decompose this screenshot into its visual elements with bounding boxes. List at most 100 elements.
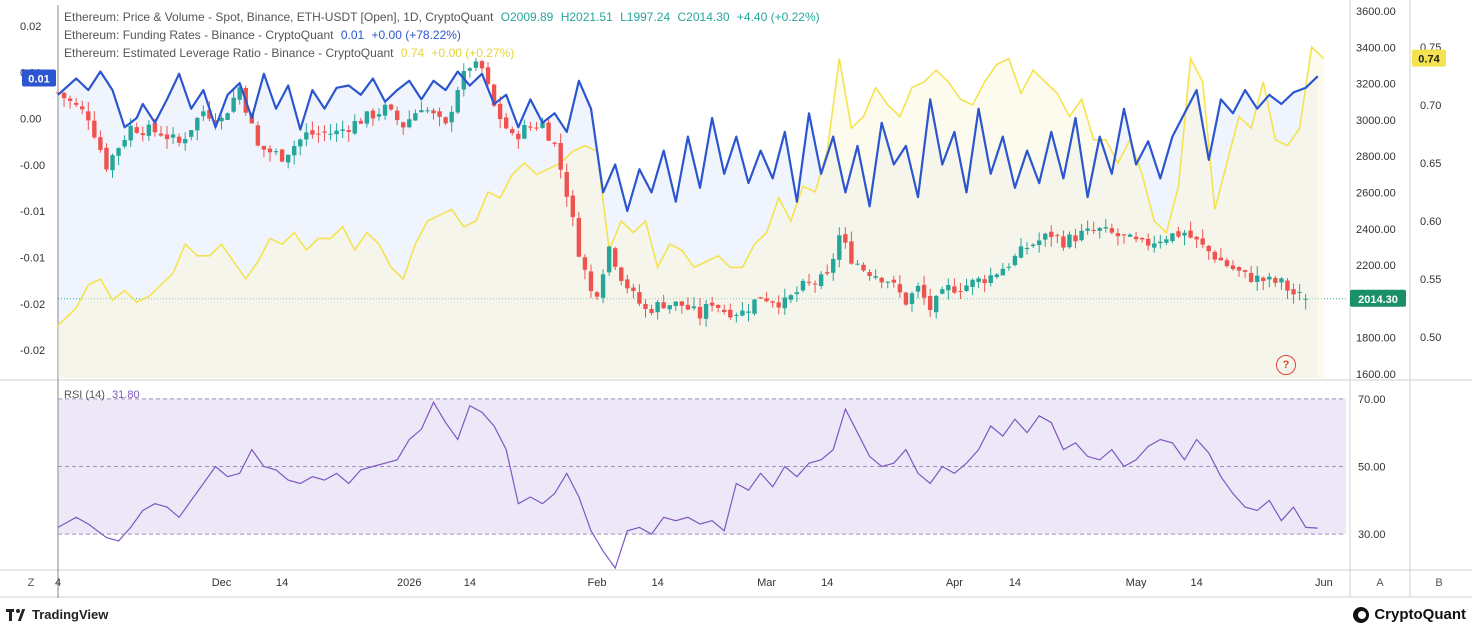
x-tick-label: 4 [55,577,61,589]
candle-body [752,299,757,314]
candle-body [370,110,376,119]
candle-body [437,111,442,117]
leverage-last-tag-bg [1412,49,1446,67]
legend-price-label: Ethereum: Price & Volume - Spot, Binance… [64,10,494,24]
candle-body [304,132,309,140]
legend-open: O2009.89 [500,10,554,24]
candle-body [98,137,103,150]
axis-labels: 70.00 50.00 30.00 0.02 0.01 0.00 -0.00 -0.01 -0.… [20,6,1446,589]
candle-body [164,134,170,140]
candle-body [1194,236,1199,240]
candle-body [189,130,194,137]
candle-body [1242,270,1248,272]
candle-body [1109,228,1115,233]
candle-body [831,258,836,273]
candle-body [176,136,182,143]
leverage-last-tag: 0.74 [1418,54,1440,66]
candle-body [449,111,454,123]
tradingview-icon [6,608,28,621]
candle-body [394,110,400,121]
candle-body [1236,267,1242,271]
candle-body [879,277,884,283]
candle-body [528,126,533,128]
candle-body [637,292,642,304]
candle-body [570,195,576,218]
x-tick-label: 14 [276,577,288,589]
candle-body [921,284,927,298]
candle-body [843,234,848,243]
candle-body [1006,266,1012,268]
candle-body [1097,228,1102,231]
candle-body [261,145,267,150]
candle-body [1158,241,1163,244]
candle-body [982,279,987,284]
candle-body [1121,234,1127,236]
candle-body [782,297,787,309]
candle-body [1127,234,1133,237]
candle-body [1091,229,1096,231]
rsi-series [57,401,1318,570]
candle-body [546,122,551,141]
candle-body [364,111,370,124]
candle-body [1230,265,1236,270]
candle-body [927,296,933,310]
candle-body [940,289,945,294]
price-tick-label: 2800.00 [1356,151,1396,163]
rsi-label: RSI (14) [64,389,105,401]
alert-badge[interactable]: ? [1276,355,1296,375]
price-tick-label: 1800.00 [1356,333,1396,345]
candle-body [279,149,285,162]
candle-body [703,303,709,319]
candle-body [812,283,818,285]
candle-body [722,309,727,312]
leverage-line [57,45,1325,326]
price-tick-label: 3600.00 [1356,6,1396,18]
candle-body [1248,272,1254,282]
candle-body [1176,231,1181,237]
candle-body [1145,238,1151,246]
candle-body [237,87,242,100]
candle-body [128,125,133,141]
zoom-button[interactable]: Z [28,577,35,589]
candle-body [594,292,600,297]
candle-body [1170,233,1175,242]
candle-body [352,121,357,134]
funding-line [57,70,1319,213]
candle-body [976,278,981,283]
candle-body [273,151,279,153]
candle-body [1182,232,1187,236]
candle-body [213,120,218,123]
candle-body [1297,292,1302,294]
auto-scale-button[interactable]: A [1376,577,1384,589]
candle-body [800,280,806,291]
candle-body [534,127,539,129]
candle-body [298,139,303,147]
candle-body [195,117,200,131]
candle-body [455,90,460,113]
price-last-tag: 2014.30 [1358,294,1398,306]
candle-body [1012,255,1018,266]
candle-body [1024,247,1030,249]
candle-body [1212,251,1218,260]
candle-body [613,248,618,267]
candle-body [897,284,903,293]
tradingview-logo[interactable]: TradingView [6,607,108,622]
candle-body [80,106,85,110]
leverage-tick-label: 0.60 [1420,216,1441,228]
candle-body [758,297,763,299]
candle-body [776,302,781,308]
b-scale-button[interactable]: B [1435,577,1442,589]
candle-body [631,287,636,291]
funding-tick-label: 0.00 [20,114,41,126]
candle-body [558,143,563,170]
candle-body [818,274,824,287]
funding-area-fill [58,71,1318,378]
candle-body [915,285,921,292]
candle-body [1043,233,1048,240]
candle-body [655,302,660,313]
funding-tick-label: -0.02 [20,345,45,357]
candle-body [413,113,418,121]
x-tick-label: Feb [588,577,607,589]
candle-body [788,295,794,300]
